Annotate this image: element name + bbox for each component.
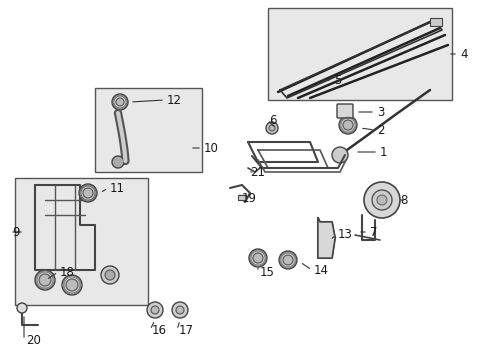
Circle shape bbox=[176, 306, 183, 314]
Circle shape bbox=[363, 182, 399, 218]
Circle shape bbox=[283, 255, 292, 265]
Circle shape bbox=[17, 303, 27, 313]
Circle shape bbox=[151, 306, 159, 314]
Text: 21: 21 bbox=[249, 166, 264, 179]
Text: 5: 5 bbox=[333, 73, 341, 86]
Text: 2: 2 bbox=[376, 123, 384, 136]
Text: 4: 4 bbox=[459, 48, 467, 60]
Circle shape bbox=[66, 279, 78, 291]
Text: 6: 6 bbox=[268, 113, 276, 126]
Circle shape bbox=[342, 120, 352, 130]
Text: 19: 19 bbox=[242, 192, 257, 204]
Circle shape bbox=[35, 270, 55, 290]
Circle shape bbox=[39, 274, 51, 286]
Circle shape bbox=[62, 275, 82, 295]
Text: 7: 7 bbox=[369, 225, 377, 238]
Text: 3: 3 bbox=[376, 105, 384, 118]
FancyBboxPatch shape bbox=[336, 104, 352, 118]
Text: 17: 17 bbox=[179, 324, 194, 337]
Circle shape bbox=[112, 156, 124, 168]
Text: 14: 14 bbox=[313, 264, 328, 276]
Circle shape bbox=[248, 249, 266, 267]
Circle shape bbox=[116, 98, 124, 106]
Circle shape bbox=[101, 266, 119, 284]
Text: 13: 13 bbox=[337, 229, 352, 242]
Text: 9: 9 bbox=[12, 225, 20, 238]
Bar bbox=[238, 195, 245, 200]
Polygon shape bbox=[317, 218, 334, 258]
Text: 15: 15 bbox=[260, 266, 274, 279]
Circle shape bbox=[172, 302, 187, 318]
Circle shape bbox=[79, 184, 97, 202]
Circle shape bbox=[338, 116, 356, 134]
Circle shape bbox=[376, 195, 386, 205]
Bar bbox=[267, 8, 451, 100]
Text: 1: 1 bbox=[379, 145, 386, 158]
Text: 20: 20 bbox=[26, 333, 41, 346]
Bar bbox=[15, 178, 148, 305]
Circle shape bbox=[265, 122, 278, 134]
Bar bbox=[429, 18, 441, 26]
Text: 16: 16 bbox=[152, 324, 167, 337]
Text: 10: 10 bbox=[203, 141, 219, 154]
Circle shape bbox=[371, 190, 391, 210]
Text: 8: 8 bbox=[399, 194, 407, 207]
Text: 12: 12 bbox=[167, 94, 182, 107]
Circle shape bbox=[252, 253, 263, 263]
Circle shape bbox=[112, 94, 128, 110]
Circle shape bbox=[331, 147, 347, 163]
Circle shape bbox=[147, 302, 163, 318]
Text: 18: 18 bbox=[60, 266, 75, 279]
Circle shape bbox=[268, 125, 274, 131]
Bar bbox=[95, 88, 202, 172]
Text: 11: 11 bbox=[110, 181, 125, 194]
Circle shape bbox=[279, 251, 296, 269]
Circle shape bbox=[105, 270, 115, 280]
Circle shape bbox=[83, 188, 93, 198]
